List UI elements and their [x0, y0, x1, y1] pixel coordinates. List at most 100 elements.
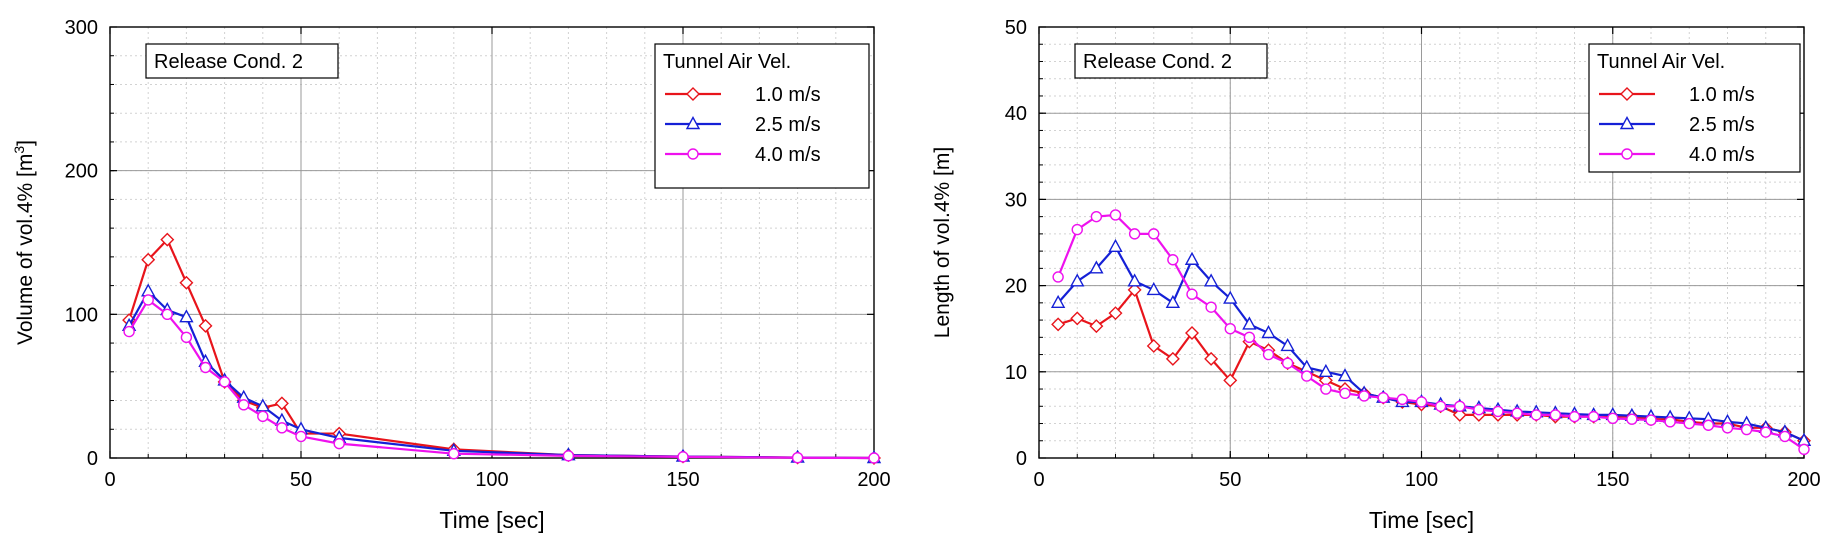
data-point [677, 451, 689, 463]
data-point [1050, 294, 1066, 309]
y-axis-label-tail: ] [14, 140, 37, 146]
series-circle [1052, 209, 1810, 456]
x-tick-label: 100 [1405, 469, 1438, 491]
legend-entry-label: 1.0 m/s [755, 84, 821, 106]
data-point [199, 361, 212, 374]
data-point [274, 396, 289, 411]
series-line [1057, 288, 1805, 442]
legend-entry-label: 2.5 m/s [755, 114, 821, 136]
data-point [141, 283, 156, 297]
y-tick-label: 300 [65, 17, 98, 39]
data-point [448, 447, 460, 460]
y-tick-label: 20 [1005, 276, 1027, 298]
legend: Tunnel Air Vel. 1.0 m/s 2.5 m/s 4.0 m/s [654, 43, 870, 189]
series-circle [123, 294, 880, 464]
legend-title: Tunnel Air Vel. [1597, 51, 1725, 73]
x-tick-label: 0 [104, 469, 115, 491]
series-line [128, 298, 875, 460]
data-point [1434, 400, 1447, 412]
data-point [1760, 426, 1772, 438]
data-point [1070, 273, 1085, 287]
data-point [1203, 273, 1219, 287]
data-point [1148, 228, 1160, 240]
series-line [1057, 245, 1805, 442]
y-tick-label: 10 [1005, 362, 1027, 384]
y-axis-label-text: Length of vol.4% [m] [931, 147, 954, 338]
data-point [1320, 383, 1332, 395]
data-point [1664, 416, 1676, 428]
y-tick-label: 100 [65, 304, 98, 326]
series-triangle [1050, 238, 1812, 446]
x-tick-label: 150 [666, 469, 699, 491]
legend-entry-label: 4.0 m/s [755, 144, 821, 166]
data-point [1108, 306, 1123, 321]
legend-swatch-marker [1621, 148, 1633, 160]
legend-swatch-marker [686, 87, 700, 101]
series-line [1057, 213, 1805, 451]
y-tick-label: 40 [1005, 103, 1027, 125]
legend-entry-label: 1.0 m/s [1689, 84, 1755, 106]
data-point [295, 430, 307, 443]
y-tick-label: 200 [65, 161, 98, 183]
data-point [161, 308, 174, 321]
data-point [198, 318, 213, 333]
data-point [1184, 251, 1200, 265]
data-point [180, 331, 193, 344]
y-tick-label: 0 [87, 448, 98, 470]
data-point [1396, 393, 1409, 406]
data-point [1089, 260, 1104, 274]
y-tick-label: 30 [1005, 189, 1027, 211]
data-point [1165, 294, 1181, 309]
data-point [1683, 417, 1695, 430]
data-point [1549, 409, 1562, 421]
data-point [1261, 325, 1276, 339]
data-point [1243, 331, 1256, 344]
chart-volume: 0 50 100 150 200 0 100 200 300 Time [sec] Volume o… [11, 17, 891, 533]
data-point [1127, 273, 1142, 287]
data-point [1587, 410, 1600, 423]
x-tick-label: 0 [1033, 469, 1044, 491]
data-point [1146, 338, 1161, 353]
data-point [1779, 430, 1791, 443]
legend-box [654, 43, 870, 189]
legend-title: Tunnel Air Vel. [663, 51, 791, 73]
data-point [257, 410, 269, 423]
data-point [141, 252, 156, 267]
data-point [1052, 271, 1064, 283]
y-axis-label-superscript: 3 [11, 146, 27, 154]
legend: Tunnel Air Vel. 1.0 m/s 2.5 m/s 4.0 m/s [1588, 43, 1801, 173]
data-point [142, 294, 154, 306]
data-point [333, 437, 345, 450]
data-point [1337, 368, 1353, 382]
data-point [1205, 301, 1217, 313]
data-point [1223, 290, 1238, 304]
legend-swatch-marker [687, 148, 699, 160]
x-tick-label: 50 [290, 469, 312, 491]
x-tick-label: 200 [1787, 469, 1820, 491]
data-point [123, 325, 135, 338]
legend-swatch-marker [1619, 116, 1635, 130]
data-point [1165, 351, 1180, 366]
data-point [1262, 348, 1275, 361]
data-point [1358, 390, 1370, 402]
data-point [1492, 405, 1504, 418]
data-point [1146, 281, 1161, 296]
data-point [160, 232, 175, 247]
data-point [1473, 404, 1485, 416]
series-diamond [1051, 282, 1811, 448]
data-point [1568, 410, 1581, 423]
data-point [218, 376, 231, 388]
x-axis-label: Time [sec] [439, 507, 544, 533]
data-point [1280, 337, 1295, 352]
data-point [1798, 443, 1810, 456]
data-point [1415, 396, 1428, 408]
y-tick-label: 50 [1005, 17, 1027, 39]
y-axis-label-text: Volume of vol.4% [m [14, 154, 37, 345]
legend-entry-label: 2.5 m/s [1689, 114, 1755, 136]
data-point [1224, 323, 1236, 335]
data-point [1301, 370, 1313, 382]
data-point [179, 275, 194, 290]
data-point [1242, 316, 1257, 330]
data-point [562, 450, 575, 462]
